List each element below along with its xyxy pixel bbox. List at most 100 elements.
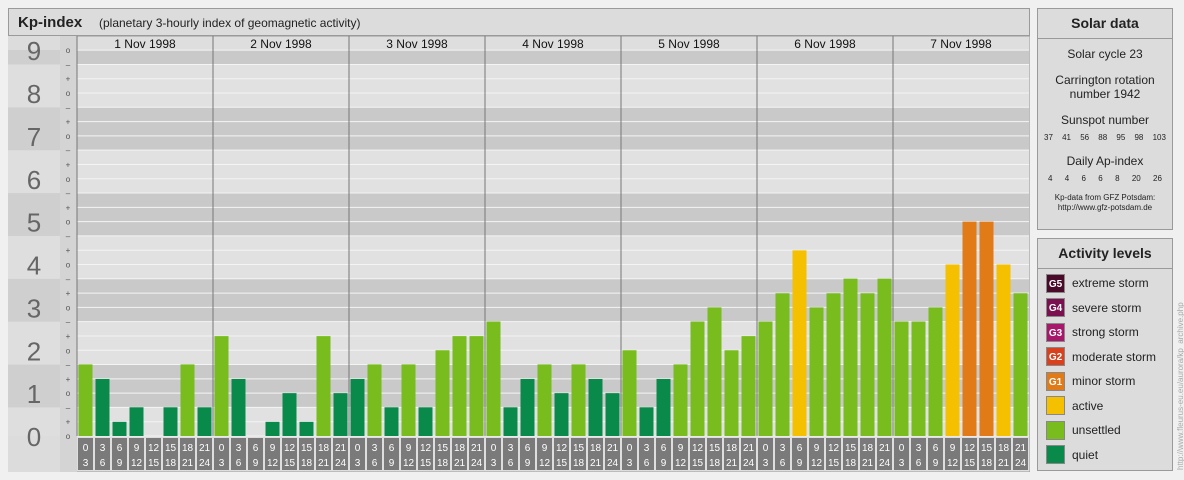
hour-cell bbox=[435, 438, 450, 470]
hour-cell bbox=[639, 438, 654, 470]
ap-value: 4 bbox=[1048, 174, 1053, 183]
y-minor-tick-label: o bbox=[66, 261, 71, 270]
sunspot-value: 103 bbox=[1152, 133, 1166, 142]
hour-start-label: 21 bbox=[199, 443, 211, 454]
hour-cell bbox=[316, 438, 331, 470]
hour-end-label: 18 bbox=[845, 458, 857, 469]
hour-start-label: 12 bbox=[148, 443, 160, 454]
hour-start-label: 6 bbox=[661, 443, 667, 454]
hour-cell bbox=[418, 438, 433, 470]
hour-end-label: 18 bbox=[981, 458, 993, 469]
hour-start-label: 0 bbox=[763, 443, 769, 454]
data-source-link[interactable]: http://www.gfz-potsdam.de bbox=[1057, 203, 1153, 212]
kp-bar bbox=[1013, 293, 1028, 436]
activity-level-swatch: G4 bbox=[1046, 298, 1065, 317]
hour-end-label: 15 bbox=[556, 458, 568, 469]
hour-cell bbox=[792, 438, 807, 470]
hour-start-label: 0 bbox=[899, 443, 905, 454]
hour-start-label: 15 bbox=[709, 443, 721, 454]
hour-cell bbox=[486, 438, 501, 470]
hour-start-label: 3 bbox=[508, 443, 514, 454]
hour-cell bbox=[945, 438, 960, 470]
ap-value: 20 bbox=[1131, 174, 1141, 183]
hour-end-label: 3 bbox=[491, 458, 497, 469]
ap-value: 8 bbox=[1115, 174, 1120, 183]
kp-band-5 bbox=[77, 193, 1029, 236]
hour-start-label: 15 bbox=[573, 443, 585, 454]
hour-cell bbox=[724, 438, 739, 470]
kp-bar bbox=[299, 421, 314, 436]
hour-end-label: 15 bbox=[964, 458, 976, 469]
hour-cell bbox=[979, 438, 994, 470]
hour-end-label: 6 bbox=[916, 458, 922, 469]
hour-end-label: 24 bbox=[607, 458, 619, 469]
hour-end-label: 9 bbox=[525, 458, 531, 469]
hour-end-label: 18 bbox=[437, 458, 449, 469]
kp-bar bbox=[707, 307, 722, 436]
kp-bar bbox=[418, 407, 433, 436]
kp-bar bbox=[367, 364, 382, 436]
y-axis-band-8 bbox=[8, 64, 60, 108]
y-minor-tick-label: – bbox=[66, 318, 71, 327]
activity-level-unsettled: unsettled bbox=[1046, 420, 1121, 440]
activity-level-label: moderate storm bbox=[1072, 349, 1157, 364]
hour-end-label: 3 bbox=[763, 458, 769, 469]
y-minor-tick-label: o bbox=[66, 89, 71, 98]
y-tick-label: 5 bbox=[27, 208, 41, 238]
hour-cell bbox=[282, 438, 297, 470]
data-source-label: Kp-data from GFZ Potsdam: http://www.gfz… bbox=[1038, 193, 1172, 213]
hour-cell bbox=[384, 438, 399, 470]
kp-bar bbox=[180, 364, 195, 436]
kp-bar bbox=[605, 393, 620, 436]
kp-bar bbox=[996, 264, 1011, 436]
kp-bar bbox=[639, 407, 654, 436]
kp-bar bbox=[588, 378, 603, 436]
hour-start-label: 3 bbox=[100, 443, 106, 454]
y-tick-label: 8 bbox=[27, 79, 41, 109]
hour-end-label: 24 bbox=[1015, 458, 1027, 469]
y-axis-band-1 bbox=[8, 364, 60, 408]
y-minor-tick-label: – bbox=[66, 146, 71, 155]
kp-bar bbox=[945, 264, 960, 436]
activity-level-label: extreme storm bbox=[1072, 276, 1149, 290]
hour-end-label: 6 bbox=[508, 458, 514, 469]
hour-end-label: 24 bbox=[335, 458, 347, 469]
day-label: 1 Nov 1998 bbox=[114, 37, 176, 51]
hour-end-label: 9 bbox=[797, 458, 803, 469]
hour-end-label: 3 bbox=[219, 458, 225, 469]
kp-bar bbox=[758, 321, 773, 436]
hour-cell bbox=[758, 438, 773, 470]
hour-end-label: 18 bbox=[301, 458, 313, 469]
hour-start-label: 9 bbox=[134, 443, 140, 454]
hour-start-label: 9 bbox=[270, 443, 276, 454]
y-minor-tick-label: o bbox=[66, 303, 71, 312]
activity-levels-heading: Activity levels bbox=[1038, 239, 1172, 269]
hour-cell bbox=[656, 438, 671, 470]
hour-cell bbox=[707, 438, 722, 470]
y-minor-tick-label: o bbox=[66, 346, 71, 355]
solar-data-heading: Solar data bbox=[1038, 9, 1172, 39]
hour-end-label: 24 bbox=[199, 458, 211, 469]
hour-end-label: 18 bbox=[165, 458, 177, 469]
y-minor-tick-label: + bbox=[66, 160, 71, 169]
hour-start-label: 3 bbox=[236, 443, 242, 454]
hour-start-label: 6 bbox=[525, 443, 531, 454]
kp-bar bbox=[792, 250, 807, 436]
kp-bar bbox=[911, 321, 926, 436]
y-tick-label: 1 bbox=[27, 379, 41, 409]
hour-cell bbox=[809, 438, 824, 470]
hour-start-label: 21 bbox=[1015, 443, 1027, 454]
hour-end-label: 12 bbox=[947, 458, 959, 469]
y-minor-tick-label: o bbox=[66, 389, 71, 398]
activity-level-extreme-storm: G5 extreme storm bbox=[1046, 273, 1149, 293]
y-tick-label: 2 bbox=[27, 336, 41, 366]
hour-start-label: 6 bbox=[117, 443, 123, 454]
sunspot-number-label: Sunspot number bbox=[1060, 113, 1150, 127]
hour-cell bbox=[741, 438, 756, 470]
watermark: http://www.fleurus-eu.eu/aurora/kp_archi… bbox=[1176, 302, 1184, 470]
hour-cell bbox=[265, 438, 280, 470]
hour-cell bbox=[571, 438, 586, 470]
kp-bar bbox=[214, 336, 229, 436]
carrington-rotation-number: number 1942 bbox=[1069, 87, 1141, 101]
day-label: 2 Nov 1998 bbox=[250, 37, 312, 51]
